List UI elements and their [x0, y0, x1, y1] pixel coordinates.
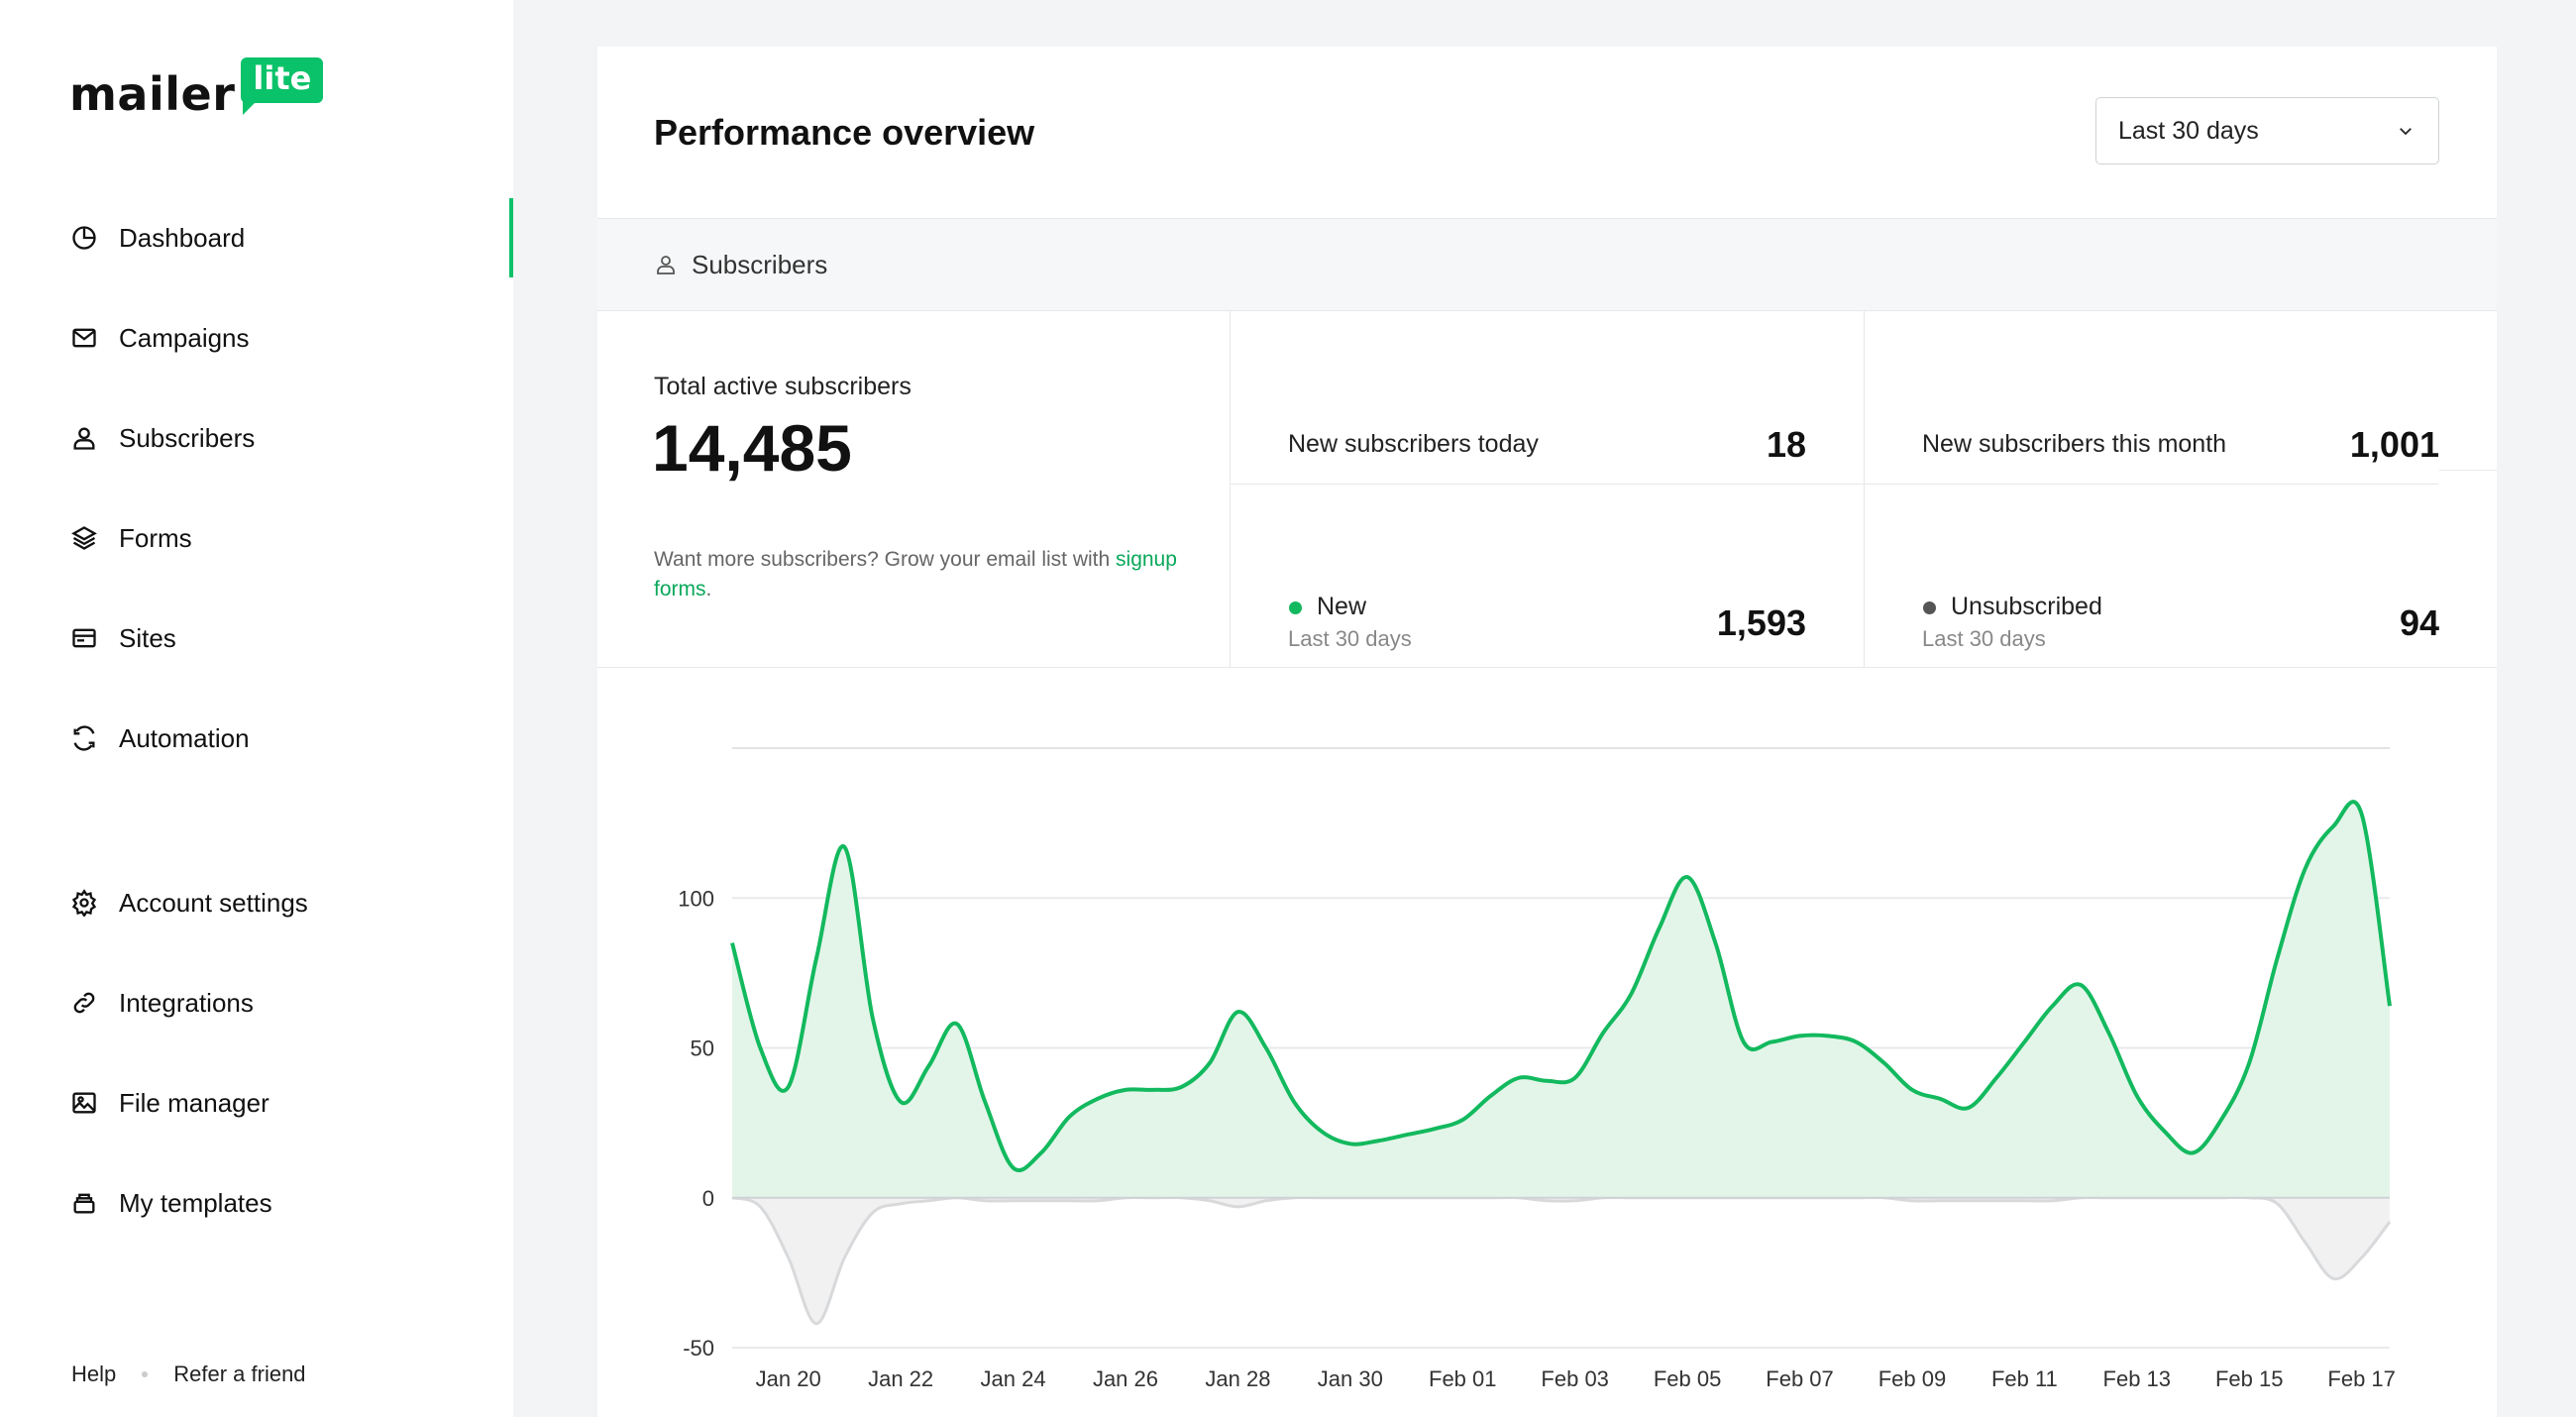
- total-subscribers-value: 14,485: [652, 411, 852, 485]
- logo-badge: lite: [241, 57, 324, 115]
- unsubscribed-series-line: [731, 1195, 2392, 1326]
- new-subscribers-area: [732, 802, 2390, 1198]
- total-subscribers-label: Total active subscribers: [654, 373, 912, 400]
- divider: [1230, 484, 2438, 485]
- card-header: Performance overview Last 30 days: [597, 47, 2497, 219]
- unsubscribed-legend-dot: [1923, 601, 1936, 614]
- new-today-value: 18: [1766, 424, 1806, 465]
- subscriber-stats: Total active subscribers 14,485 Want mor…: [597, 311, 2497, 668]
- layers-icon: [69, 523, 99, 553]
- divider: [1864, 311, 1865, 668]
- sidebar-item-label: My templates: [119, 1187, 272, 1218]
- sidebar-item-label: Campaigns: [119, 322, 250, 353]
- new-month-value: 1,001: [2349, 424, 2439, 465]
- sidebar-item-label: Sites: [119, 622, 176, 653]
- browser-window-icon: [69, 623, 99, 653]
- x-tick-label: Feb 11: [1991, 1366, 2058, 1391]
- chevron-down-icon: [2400, 128, 2412, 136]
- sidebar: mailer lite Dashboard Campaigns Subscrib…: [0, 0, 513, 1417]
- date-range-value: Last 30 days: [2118, 116, 2259, 145]
- y-tick-label: 100: [678, 886, 714, 911]
- x-tick-label: Jan 24: [981, 1366, 1046, 1391]
- sidebar-footer: Help Refer a friend: [71, 1362, 306, 1387]
- x-tick-label: Feb 17: [2327, 1366, 2396, 1391]
- x-tick-label: Jan 26: [1093, 1366, 1158, 1391]
- sidebar-item-file-manager[interactable]: File manager: [0, 1063, 513, 1143]
- x-tick-label: Feb 07: [1766, 1366, 1834, 1391]
- y-tick-label: 0: [702, 1186, 714, 1211]
- active-nav-indicator: [509, 198, 513, 277]
- sidebar-item-integrations[interactable]: Integrations: [0, 963, 513, 1042]
- logo-wordmark: mailer: [69, 67, 236, 121]
- clock-pie-icon: [69, 223, 99, 253]
- y-tick-label: 50: [691, 1036, 714, 1061]
- x-tick-label: Feb 13: [2103, 1366, 2172, 1391]
- x-tick-label: Feb 09: [1878, 1366, 1947, 1391]
- sidebar-item-forms[interactable]: Forms: [0, 498, 513, 578]
- new-month-label: New subscribers this month: [1922, 430, 2227, 458]
- section-title: Subscribers: [692, 249, 828, 279]
- unsubscribed-label: Unsubscribed: [1951, 593, 2102, 620]
- divider: [1230, 311, 1231, 668]
- sidebar-item-label: Integrations: [119, 987, 254, 1018]
- date-range-select[interactable]: Last 30 days: [2095, 97, 2439, 164]
- y-tick-label: -50: [683, 1336, 714, 1361]
- user-icon: [657, 256, 675, 274]
- new-legend-dot: [1289, 601, 1302, 614]
- help-link[interactable]: Help: [71, 1362, 117, 1386]
- image-icon: [69, 1088, 99, 1118]
- x-tick-label: Feb 01: [1429, 1366, 1497, 1391]
- sidebar-item-label: Subscribers: [119, 422, 256, 453]
- x-tick-label: Jan 28: [1205, 1366, 1270, 1391]
- page-title: Performance overview: [654, 112, 1035, 153]
- stack-icon: [69, 1188, 99, 1218]
- x-tick-label: Jan 20: [756, 1366, 821, 1391]
- new-period: Last 30 days: [1288, 626, 1412, 651]
- divider: [2439, 470, 2497, 471]
- refresh-icon: [69, 723, 99, 753]
- sidebar-item-automation[interactable]: Automation: [0, 699, 513, 778]
- grow-list-hint: Want more subscribers? Grow your email l…: [654, 545, 1209, 604]
- signup-forms-link[interactable]: signup forms: [654, 548, 1177, 600]
- mailerlite-logo[interactable]: mailer lite: [69, 52, 324, 121]
- new-label: New: [1317, 593, 1367, 620]
- user-icon: [69, 423, 99, 453]
- x-tick-label: Feb 03: [1541, 1366, 1609, 1391]
- x-tick-label: Feb 05: [1654, 1366, 1722, 1391]
- separator-dot: [142, 1371, 149, 1377]
- new-subscribers-series-line: [730, 800, 2392, 1172]
- new-today-label: New subscribers today: [1288, 430, 1539, 458]
- hint-text: Want more subscribers? Grow your email l…: [654, 548, 1111, 571]
- sidebar-item-label: Account settings: [119, 887, 308, 918]
- unsubscribed-period: Last 30 days: [1922, 626, 2046, 651]
- x-tick-label: Jan 30: [1318, 1366, 1383, 1391]
- sidebar-item-account-settings[interactable]: Account settings: [0, 863, 513, 942]
- sidebar-item-label: File manager: [119, 1087, 269, 1118]
- sidebar-item-label: Forms: [119, 522, 192, 553]
- sidebar-item-dashboard[interactable]: Dashboard: [0, 198, 513, 277]
- envelope-icon: [69, 323, 99, 353]
- unsubscribed-area: [732, 1197, 2390, 1324]
- x-tick-label: Feb 15: [2215, 1366, 2284, 1391]
- sidebar-item-label: Automation: [119, 722, 250, 753]
- unsubscribed-value: 94: [2399, 602, 2439, 643]
- refer-a-friend-link[interactable]: Refer a friend: [173, 1362, 306, 1386]
- gear-icon: [69, 888, 99, 918]
- link-icon: [69, 988, 99, 1018]
- sidebar-item-subscribers[interactable]: Subscribers: [0, 398, 513, 478]
- sidebar-item-sites[interactable]: Sites: [0, 599, 513, 678]
- subscribers-section-header: Subscribers: [597, 219, 2497, 311]
- x-tick-label: Jan 22: [868, 1366, 933, 1391]
- hint-end: .: [705, 578, 712, 600]
- sidebar-item-label: Dashboard: [119, 222, 246, 253]
- sidebar-item-campaigns[interactable]: Campaigns: [0, 298, 513, 378]
- sidebar-item-my-templates[interactable]: My templates: [0, 1163, 513, 1243]
- new-value: 1,593: [1716, 602, 1806, 643]
